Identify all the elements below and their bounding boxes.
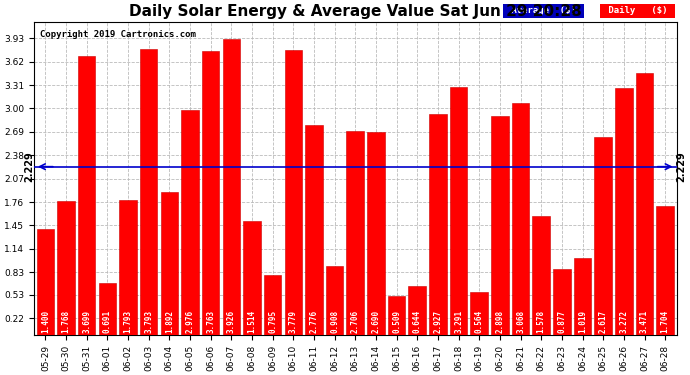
Text: 0.564: 0.564 [475, 310, 484, 333]
Text: 2.776: 2.776 [309, 310, 319, 333]
Bar [181, 110, 199, 335]
Bar [284, 50, 302, 335]
Text: 3.291: 3.291 [454, 310, 463, 333]
Text: Copyright 2019 Cartronics.com: Copyright 2019 Cartronics.com [41, 30, 197, 39]
Text: 0.877: 0.877 [558, 310, 566, 333]
Text: 3.272: 3.272 [620, 310, 629, 333]
Text: 2.898: 2.898 [495, 310, 504, 333]
Text: Daily   ($): Daily ($) [602, 6, 673, 15]
Bar [202, 51, 219, 335]
Bar [326, 266, 344, 335]
Text: 0.908: 0.908 [330, 310, 339, 333]
Text: 1.793: 1.793 [124, 310, 132, 333]
Bar [99, 283, 116, 335]
Text: 1.400: 1.400 [41, 310, 50, 333]
Bar [635, 73, 653, 335]
Text: 2.690: 2.690 [371, 310, 380, 333]
Text: 0.644: 0.644 [413, 310, 422, 333]
Bar [491, 116, 509, 335]
Title: Daily Solar Energy & Average Value Sat Jun 29 20:28: Daily Solar Energy & Average Value Sat J… [129, 4, 582, 19]
Text: 0.795: 0.795 [268, 310, 277, 333]
Text: 3.793: 3.793 [144, 310, 153, 333]
Bar [471, 292, 488, 335]
Text: 3.068: 3.068 [516, 310, 525, 333]
Text: 3.926: 3.926 [227, 310, 236, 333]
Bar [119, 200, 137, 335]
Bar [161, 192, 178, 335]
Bar [512, 104, 529, 335]
Text: 3.779: 3.779 [289, 310, 298, 333]
Text: 0.509: 0.509 [392, 310, 401, 333]
Text: 1.019: 1.019 [578, 310, 587, 333]
Text: 1.892: 1.892 [165, 310, 174, 333]
Text: 2.617: 2.617 [599, 310, 608, 333]
Text: 1.704: 1.704 [660, 310, 670, 333]
Bar [140, 49, 157, 335]
Text: Average  ($): Average ($) [506, 6, 582, 15]
Text: 0.691: 0.691 [103, 310, 112, 333]
Bar [553, 268, 571, 335]
Bar [223, 39, 240, 335]
Bar [78, 56, 95, 335]
Bar [37, 229, 54, 335]
Bar [429, 114, 446, 335]
Text: 2.976: 2.976 [186, 310, 195, 333]
Bar [243, 220, 261, 335]
Bar [305, 125, 323, 335]
Text: 2.229: 2.229 [24, 151, 34, 182]
Bar [367, 132, 385, 335]
Text: 2.927: 2.927 [433, 310, 442, 333]
Text: 2.706: 2.706 [351, 310, 359, 333]
Bar [408, 286, 426, 335]
Bar [388, 297, 405, 335]
Text: 3.471: 3.471 [640, 310, 649, 333]
Bar [533, 216, 550, 335]
Text: 2.229: 2.229 [677, 151, 687, 182]
Bar [574, 258, 591, 335]
Bar [615, 88, 633, 335]
Text: 3.699: 3.699 [82, 310, 91, 333]
Text: 1.514: 1.514 [248, 310, 257, 333]
Bar [450, 87, 467, 335]
Bar [594, 137, 612, 335]
Text: 1.578: 1.578 [537, 310, 546, 333]
Text: 1.768: 1.768 [61, 310, 70, 333]
Bar [57, 201, 75, 335]
Bar [264, 275, 282, 335]
Bar [346, 130, 364, 335]
Bar [656, 206, 674, 335]
Text: 3.763: 3.763 [206, 310, 215, 333]
